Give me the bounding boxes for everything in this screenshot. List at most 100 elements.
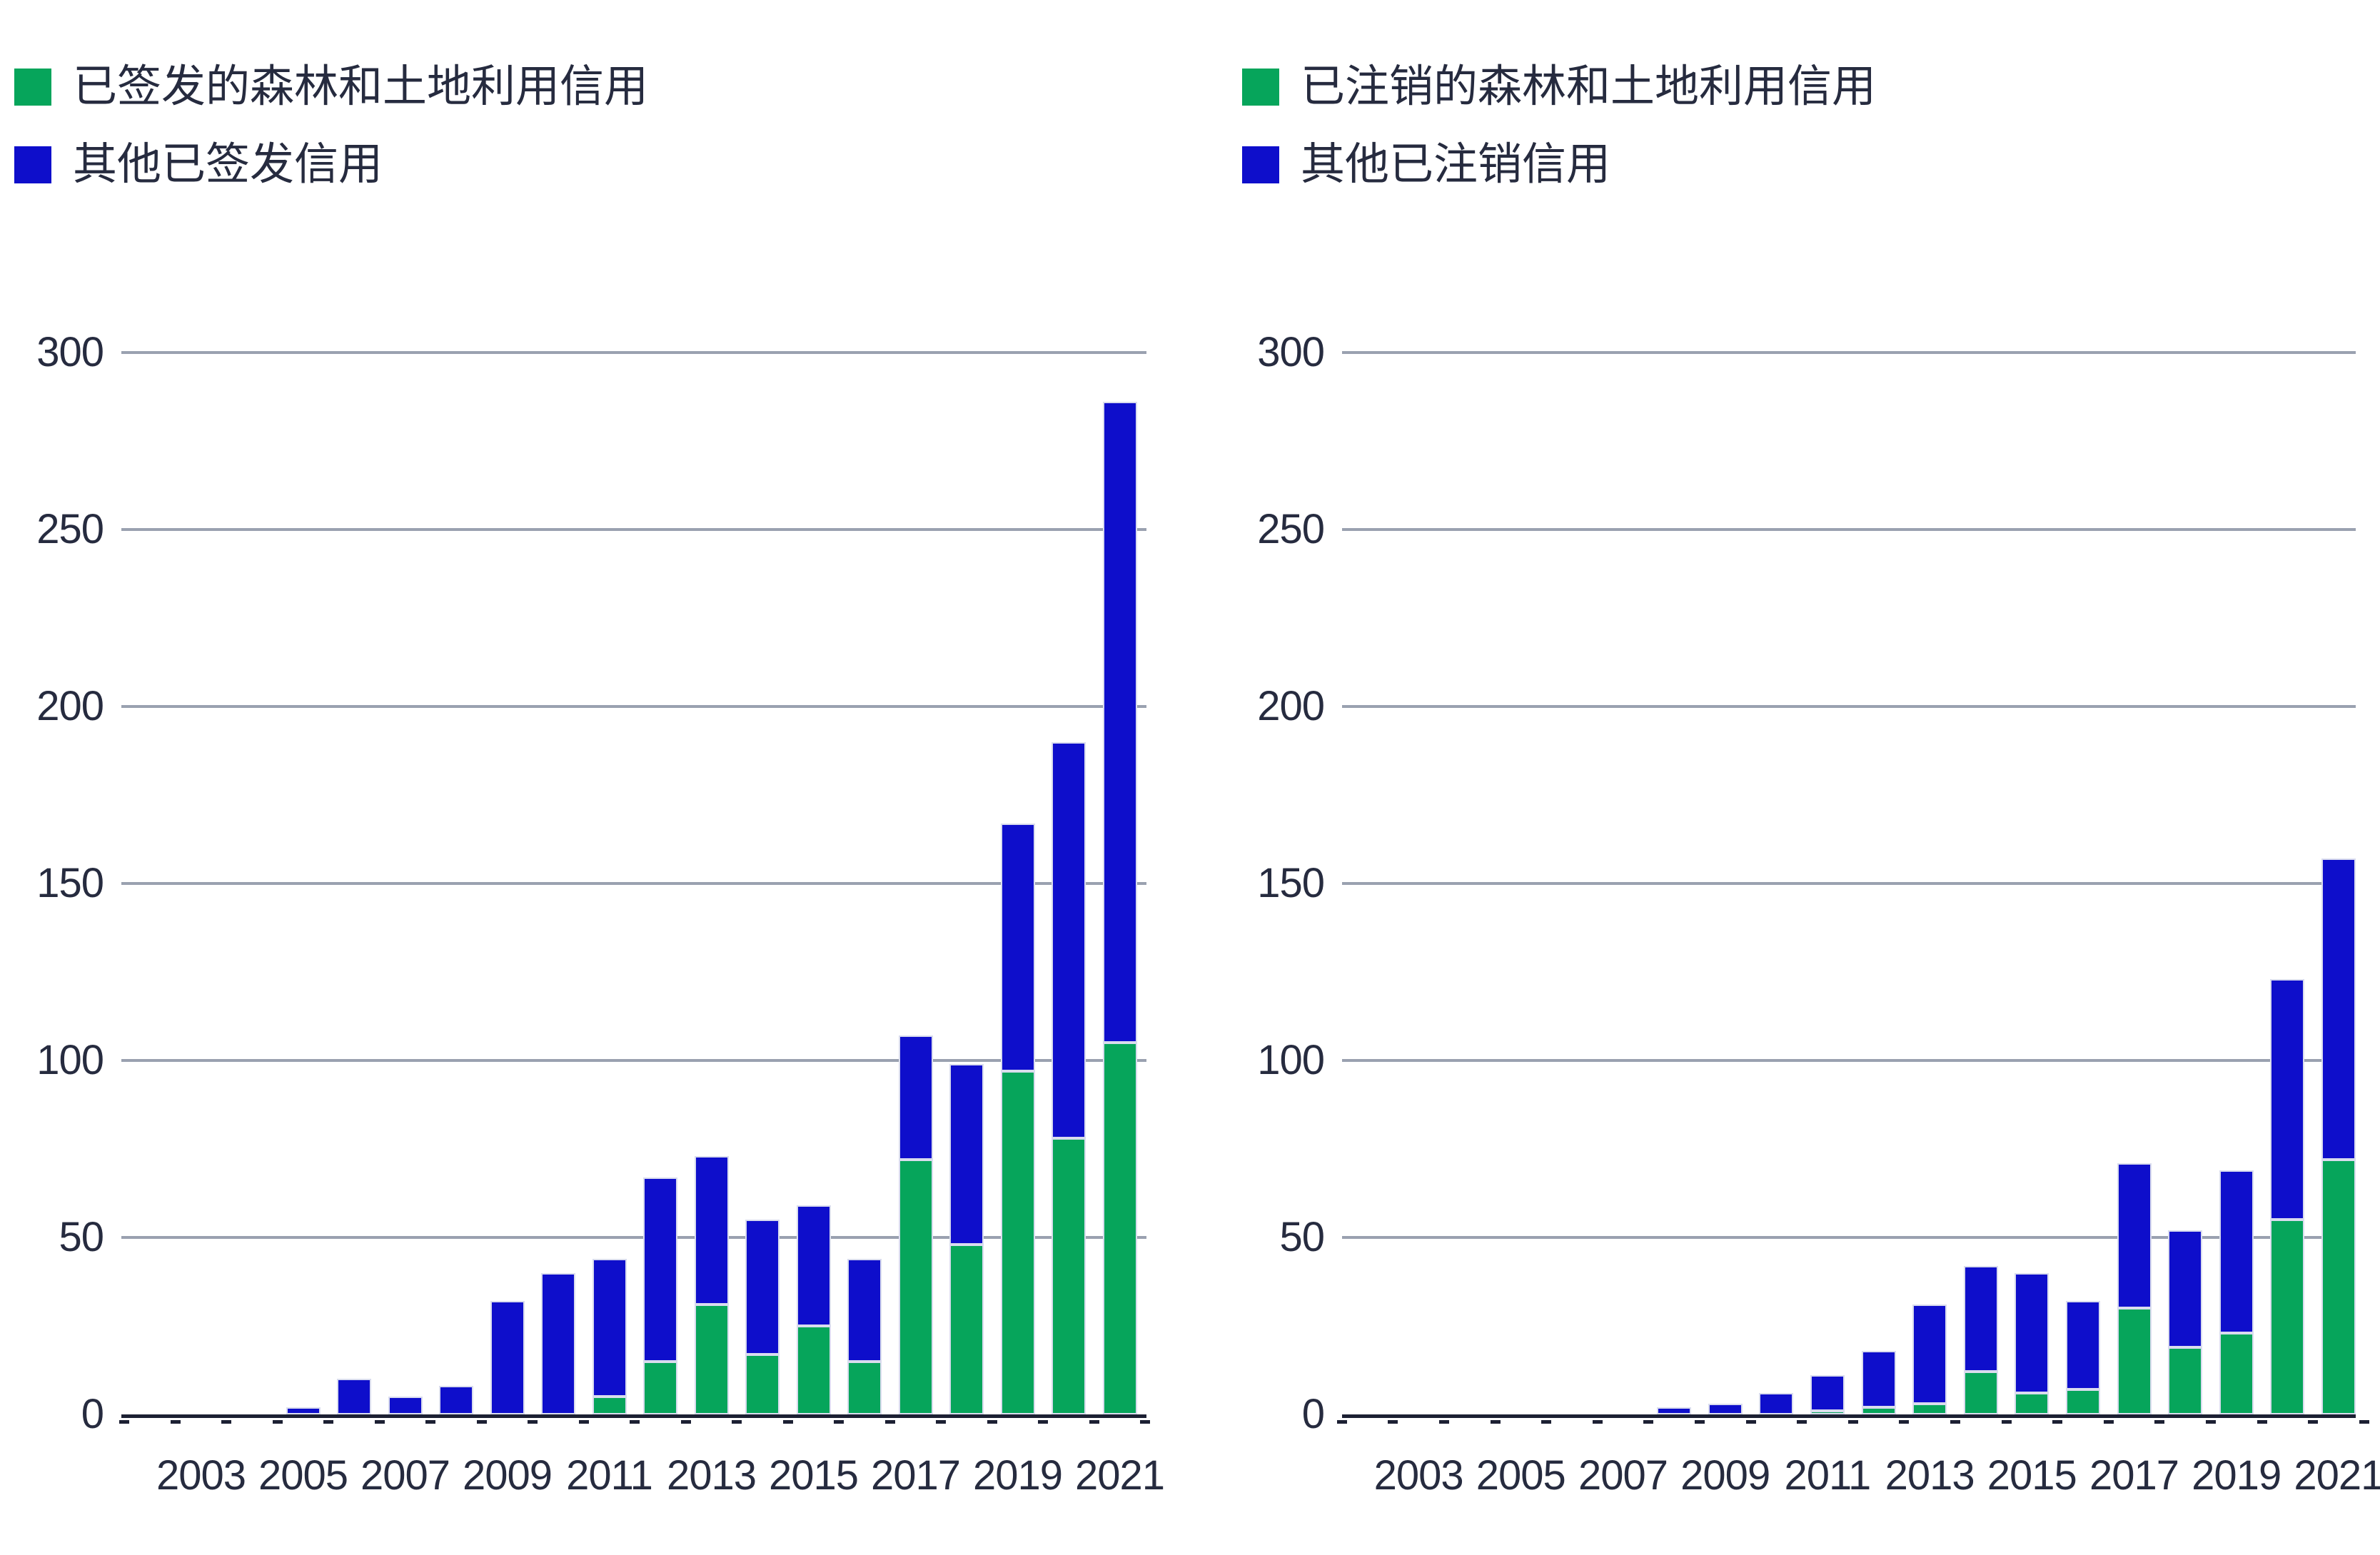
bar-segment-blue-retired-2014 [1963, 1265, 1998, 1372]
x-axis-tick-issued-20 [1140, 1420, 1151, 1424]
bar-segment-blue-retired-2012 [1861, 1350, 1896, 1408]
bar-segment-blue-retired-2011 [1810, 1375, 1845, 1412]
bar-segment-green-issued-2011 [592, 1397, 627, 1414]
x-axis-label-retired-2019: 2019 [2192, 1452, 2281, 1499]
bar-segment-green-retired-2011 [1810, 1411, 1845, 1414]
gridline-retired-200 [1342, 705, 2356, 708]
bar-segment-blue-issued-2012 [643, 1177, 677, 1362]
bar-segment-blue-retired-2017 [2117, 1163, 2152, 1309]
x-axis-tick-issued-8 [528, 1420, 538, 1424]
bar-segment-blue-issued-2017 [898, 1035, 933, 1160]
y-axis-label-issued-150: 150 [36, 860, 104, 906]
bar-segment-green-issued-2016 [847, 1361, 882, 1414]
bar-segment-blue-retired-2013 [1912, 1305, 1947, 1404]
y-axis-label-issued-300: 300 [36, 329, 104, 375]
bar-segment-green-issued-2020 [1052, 1138, 1086, 1414]
bar-segment-green-retired-2018 [2168, 1347, 2203, 1414]
bar-segment-blue-issued-2010 [541, 1272, 575, 1414]
y-axis-label-issued-200: 200 [36, 683, 104, 729]
x-axis-label-issued-2003: 2003 [156, 1452, 246, 1499]
x-axis-tick-issued-9 [578, 1420, 589, 1424]
y-axis-label-retired-50: 50 [1279, 1214, 1325, 1260]
bar-segment-green-retired-2016 [2065, 1389, 2100, 1414]
gridline-issued-300 [121, 351, 1146, 354]
legend-label-retired-1: 其他已注销信用 [1301, 140, 1611, 189]
legend-label-retired-0: 已注销的森林和土地利用信用 [1301, 62, 1877, 111]
legend-label-issued-1: 其他已签发信用 [73, 140, 383, 189]
bar-segment-blue-retired-2009 [1708, 1404, 1743, 1414]
x-axis-tick-retired-13 [2001, 1420, 2012, 1424]
bar-segment-blue-issued-2013 [694, 1155, 729, 1305]
bar-segment-green-retired-2017 [2117, 1308, 2152, 1414]
x-axis-tick-issued-13 [782, 1420, 793, 1424]
bar-segment-blue-retired-2021 [2321, 858, 2356, 1160]
bar-segment-blue-issued-2008 [439, 1386, 473, 1414]
legend-swatch-retired-0 [1242, 69, 1279, 106]
x-axis-tick-retired-19 [2308, 1420, 2319, 1424]
x-axis-tick-retired-17 [2205, 1420, 2216, 1424]
bar-segment-green-issued-2015 [796, 1326, 831, 1414]
x-axis-tick-issued-7 [476, 1420, 487, 1424]
gridline-retired-300 [1342, 351, 2356, 354]
x-axis-tick-issued-3 [272, 1420, 283, 1424]
bar-segment-green-retired-2020 [2270, 1220, 2305, 1414]
bar-segment-blue-issued-2009 [490, 1301, 525, 1414]
x-axis-tick-issued-6 [425, 1420, 436, 1424]
x-axis-tick-retired-12 [1950, 1420, 1960, 1424]
x-axis-label-issued-2019: 2019 [972, 1452, 1063, 1499]
y-axis-label-issued-250: 250 [36, 506, 104, 552]
x-axis-label-issued-2009: 2009 [462, 1452, 553, 1499]
bar-segment-blue-issued-2015 [796, 1205, 831, 1326]
x-axis-label-issued-2017: 2017 [870, 1452, 961, 1499]
y-axis-label-retired-100: 100 [1257, 1037, 1325, 1083]
bar-segment-blue-issued-2021 [1102, 402, 1137, 1043]
legend-label-issued-0: 已签发的森林和土地利用信用 [73, 62, 649, 111]
x-axis-tick-issued-5 [374, 1420, 385, 1424]
x-axis-tick-issued-12 [732, 1420, 742, 1424]
bar-segment-blue-issued-2005 [286, 1407, 321, 1414]
bar-segment-blue-issued-2007 [388, 1397, 423, 1414]
bar-segment-blue-issued-2016 [847, 1258, 882, 1362]
bar-segment-green-issued-2019 [1000, 1070, 1035, 1414]
bar-segment-blue-issued-2006 [337, 1379, 371, 1414]
bar-segment-blue-issued-2019 [1000, 823, 1035, 1071]
bar-segment-green-retired-2012 [1861, 1407, 1896, 1414]
x-axis-tick-retired-7 [1694, 1420, 1705, 1424]
x-axis-label-issued-2013: 2013 [666, 1452, 757, 1499]
x-axis-tick-retired-18 [2257, 1420, 2267, 1424]
bar-segment-blue-retired-2019 [2219, 1170, 2254, 1333]
gridline-retired-250 [1342, 528, 2356, 531]
bar-segment-blue-retired-2020 [2270, 978, 2305, 1220]
bar-segment-green-retired-2013 [1912, 1404, 1947, 1414]
legend-swatch-issued-1 [14, 146, 51, 183]
x-axis-tick-retired-10 [1847, 1420, 1858, 1424]
x-axis-baseline-retired [1342, 1414, 2356, 1418]
x-axis-tick-retired-4 [1541, 1420, 1552, 1424]
x-axis-tick-retired-16 [2154, 1420, 2165, 1424]
x-axis-tick-retired-20 [2359, 1420, 2369, 1424]
bar-segment-green-retired-2015 [2015, 1393, 2049, 1414]
x-axis-label-retired-2007: 2007 [1578, 1452, 1668, 1499]
bar-segment-blue-issued-2014 [745, 1220, 780, 1354]
x-axis-label-issued-2011: 2011 [566, 1452, 653, 1499]
bar-segment-green-issued-2014 [745, 1354, 780, 1414]
y-axis-label-retired-200: 200 [1257, 683, 1325, 729]
bar-segment-green-issued-2021 [1102, 1043, 1137, 1414]
x-axis-label-issued-2015: 2015 [768, 1452, 859, 1499]
y-axis-label-issued-0: 0 [81, 1391, 104, 1437]
x-axis-tick-issued-14 [834, 1420, 844, 1424]
gridline-issued-50 [121, 1236, 1146, 1239]
x-axis-tick-issued-2 [221, 1420, 232, 1424]
y-axis-label-retired-300: 300 [1257, 329, 1325, 375]
x-axis-tick-issued-4 [323, 1420, 334, 1424]
x-axis-tick-retired-2 [1438, 1420, 1449, 1424]
x-axis-tick-issued-10 [630, 1420, 640, 1424]
legend-swatch-issued-0 [14, 69, 51, 106]
bar-segment-green-retired-2019 [2219, 1332, 2254, 1414]
x-axis-tick-issued-19 [1089, 1420, 1099, 1424]
x-axis-label-retired-2011: 2011 [1784, 1452, 1872, 1499]
x-axis-tick-retired-6 [1643, 1420, 1654, 1424]
x-axis-tick-retired-15 [2103, 1420, 2114, 1424]
bar-segment-blue-issued-2011 [592, 1258, 627, 1397]
x-axis-tick-issued-1 [170, 1420, 181, 1424]
